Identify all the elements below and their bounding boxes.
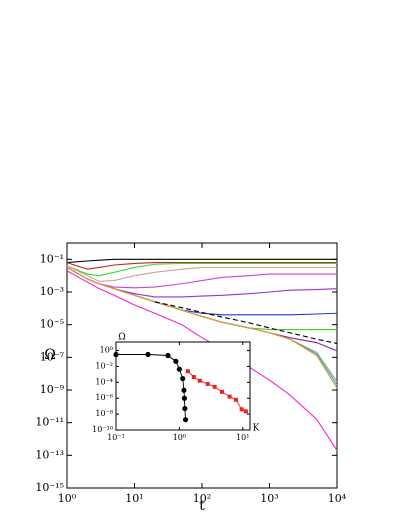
series-line: [66, 262, 337, 270]
marker: [205, 381, 210, 386]
y-tick-label: 10⁻¹¹: [35, 416, 64, 429]
marker: [182, 405, 188, 412]
x-tick-label: 10⁰: [58, 492, 77, 505]
y-tick-label: 10⁰: [100, 346, 113, 355]
x-axis-label: t: [199, 498, 205, 514]
y-tick-label: 10⁻⁶: [95, 393, 113, 402]
series-line: [66, 270, 338, 451]
y-tick-label: 10⁻¹⁵: [35, 481, 64, 494]
y-axis-label: Ω: [44, 347, 56, 363]
series-line: [116, 354, 186, 420]
marker: [181, 387, 187, 393]
marker: [197, 378, 202, 383]
marker: [182, 417, 189, 423]
marker: [173, 358, 179, 364]
marker: [212, 384, 217, 389]
series-line: [187, 370, 247, 412]
y-tick-label: 10⁻¹³: [35, 448, 64, 461]
marker: [180, 375, 186, 382]
marker: [145, 351, 151, 358]
y-tick-label: 10⁻⁵: [40, 318, 64, 331]
series-line: [66, 262, 337, 277]
x-tick-label: 10³: [260, 492, 278, 505]
y-tick-label: 10⁻⁸: [95, 409, 113, 418]
plot-frame: [115, 341, 251, 431]
series-line: [66, 258, 337, 264]
marker: [243, 409, 248, 414]
marker: [191, 375, 196, 380]
y-tick-label: 10⁻³: [40, 285, 64, 298]
y-tick-label: 10⁻¹⁰: [92, 425, 113, 434]
marker: [176, 366, 182, 372]
x-tick-label: 10⁻¹: [107, 433, 125, 442]
x-axis-label: K: [253, 424, 260, 434]
marker: [113, 351, 119, 358]
series-line: [66, 266, 338, 389]
marker: [165, 352, 171, 359]
y-axis-label: Ω: [118, 333, 125, 343]
x-tick-label: 10¹: [125, 492, 143, 505]
y-tick-label: 10⁻⁴: [95, 377, 113, 386]
marker: [233, 397, 238, 402]
y-tick-label: 10⁻⁷: [40, 350, 65, 363]
marker: [227, 394, 232, 399]
x-tick-label: 10²: [193, 492, 211, 505]
y-tick-label: 10⁻⁹: [40, 383, 65, 396]
y-tick-label: 10⁻²: [95, 361, 113, 370]
x-tick-label: 10⁰: [173, 433, 186, 442]
marker: [181, 395, 188, 401]
marker: [239, 407, 244, 412]
marker: [185, 369, 190, 374]
series-line: [66, 265, 337, 282]
marker: [219, 389, 224, 394]
x-tick-label: 10⁴: [328, 492, 347, 505]
y-tick-label: 10⁻¹: [40, 252, 64, 265]
x-tick-label: 10¹: [236, 433, 249, 442]
series-line: [154, 301, 338, 345]
